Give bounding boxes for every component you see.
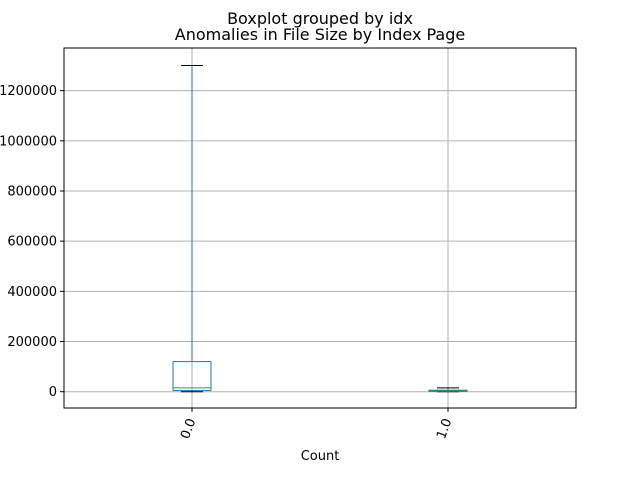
y-tick-label: 1200000: [0, 84, 57, 99]
x-axis-label: Count: [301, 449, 340, 464]
grid-layer: [64, 48, 576, 408]
box-iqr: [172, 361, 212, 391]
chart-suptitle: Boxplot grouped by idx: [227, 9, 413, 28]
x-tick-label: 1.0: [434, 417, 455, 442]
y-tick-label: 0: [49, 385, 57, 400]
y-tick-label: 800000: [7, 184, 57, 199]
y-tick-label: 200000: [7, 335, 57, 350]
box-layer: [172, 65, 468, 393]
y-tick-label: 600000: [7, 235, 57, 250]
plot-frame: [63, 47, 577, 409]
tick-layer: 0 200000 400000 600000 800000 1000000 1200000 0…: [0, 84, 455, 441]
y-tick-label: 400000: [7, 285, 57, 300]
x-tick-label: 0.0: [178, 417, 199, 442]
y-tick-label: 1000000: [0, 134, 57, 149]
chart-title: Anomalies in File Size by Index Page: [175, 25, 465, 44]
